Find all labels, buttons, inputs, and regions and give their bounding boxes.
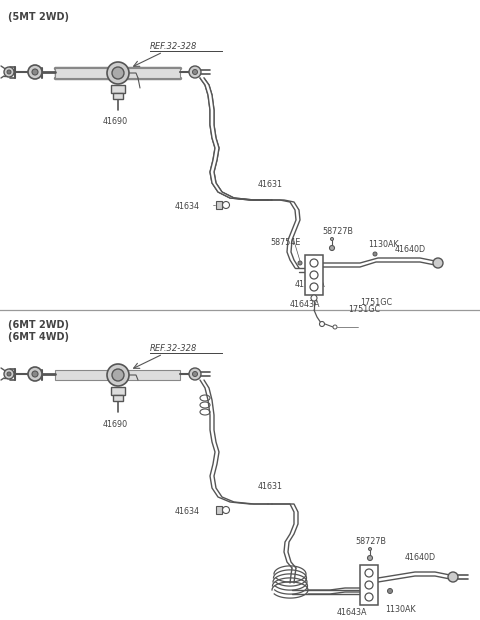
Circle shape [4, 369, 14, 379]
Ellipse shape [200, 395, 210, 401]
Circle shape [365, 581, 373, 589]
Bar [111, 85, 125, 93]
Bar [113, 93, 123, 99]
Circle shape [107, 364, 129, 386]
Text: 41640D: 41640D [395, 245, 426, 254]
Circle shape [369, 547, 372, 551]
Circle shape [7, 372, 11, 376]
Text: 41643A: 41643A [290, 300, 321, 309]
Circle shape [192, 69, 197, 74]
Circle shape [112, 369, 124, 381]
Text: 1751GC: 1751GC [360, 298, 392, 307]
Circle shape [387, 588, 393, 593]
Circle shape [192, 371, 197, 376]
Text: 1130AK: 1130AK [368, 240, 398, 249]
Text: 41631: 41631 [258, 180, 283, 189]
Circle shape [310, 259, 318, 267]
Text: 1751GC: 1751GC [348, 305, 380, 314]
Text: 41712A: 41712A [295, 280, 326, 289]
Circle shape [333, 325, 337, 329]
Circle shape [223, 202, 229, 208]
Circle shape [189, 368, 201, 380]
Polygon shape [268, 200, 300, 268]
Circle shape [32, 69, 38, 75]
Bar [111, 387, 125, 395]
Text: (6MT 2WD): (6MT 2WD) [8, 320, 69, 330]
Bar [305, 255, 323, 295]
Circle shape [311, 295, 317, 301]
Text: 1130AK: 1130AK [385, 605, 416, 614]
Circle shape [373, 252, 377, 256]
Circle shape [331, 237, 334, 241]
Text: 41690: 41690 [103, 117, 128, 126]
Circle shape [433, 258, 443, 268]
Bar [113, 395, 123, 401]
Circle shape [112, 67, 124, 79]
Circle shape [320, 322, 324, 327]
Circle shape [298, 261, 302, 265]
Polygon shape [200, 78, 272, 200]
Text: 41640D: 41640D [405, 553, 436, 562]
Circle shape [329, 246, 335, 250]
Text: 58727B: 58727B [322, 227, 353, 236]
Circle shape [4, 67, 14, 77]
Text: 41634: 41634 [175, 507, 200, 516]
Text: 41690: 41690 [103, 420, 128, 429]
Bar [216, 201, 222, 209]
Text: 41643A: 41643A [337, 608, 368, 617]
Text: (5MT 2WD): (5MT 2WD) [8, 12, 69, 22]
Ellipse shape [200, 409, 210, 415]
Text: (6MT 4WD): (6MT 4WD) [8, 332, 69, 342]
Circle shape [28, 367, 42, 381]
Text: 58727B: 58727B [355, 537, 386, 546]
Circle shape [7, 70, 11, 74]
Ellipse shape [200, 402, 210, 408]
Circle shape [448, 572, 458, 582]
Circle shape [189, 66, 201, 78]
Circle shape [32, 371, 38, 377]
Text: 41634: 41634 [175, 202, 200, 211]
Circle shape [107, 62, 129, 84]
Circle shape [365, 569, 373, 577]
Circle shape [368, 556, 372, 560]
Bar [55, 370, 180, 380]
Polygon shape [200, 380, 272, 504]
Polygon shape [268, 504, 298, 568]
Circle shape [310, 271, 318, 279]
Text: 58754E: 58754E [270, 238, 300, 247]
Text: 41631: 41631 [258, 482, 283, 491]
Circle shape [365, 593, 373, 601]
Bar [216, 506, 222, 514]
Circle shape [28, 65, 42, 79]
Bar [360, 565, 378, 605]
Circle shape [223, 507, 229, 513]
Text: REF.32-328: REF.32-328 [150, 344, 197, 353]
Text: REF.32-328: REF.32-328 [150, 42, 197, 51]
Bar [55, 68, 180, 78]
Circle shape [310, 283, 318, 291]
